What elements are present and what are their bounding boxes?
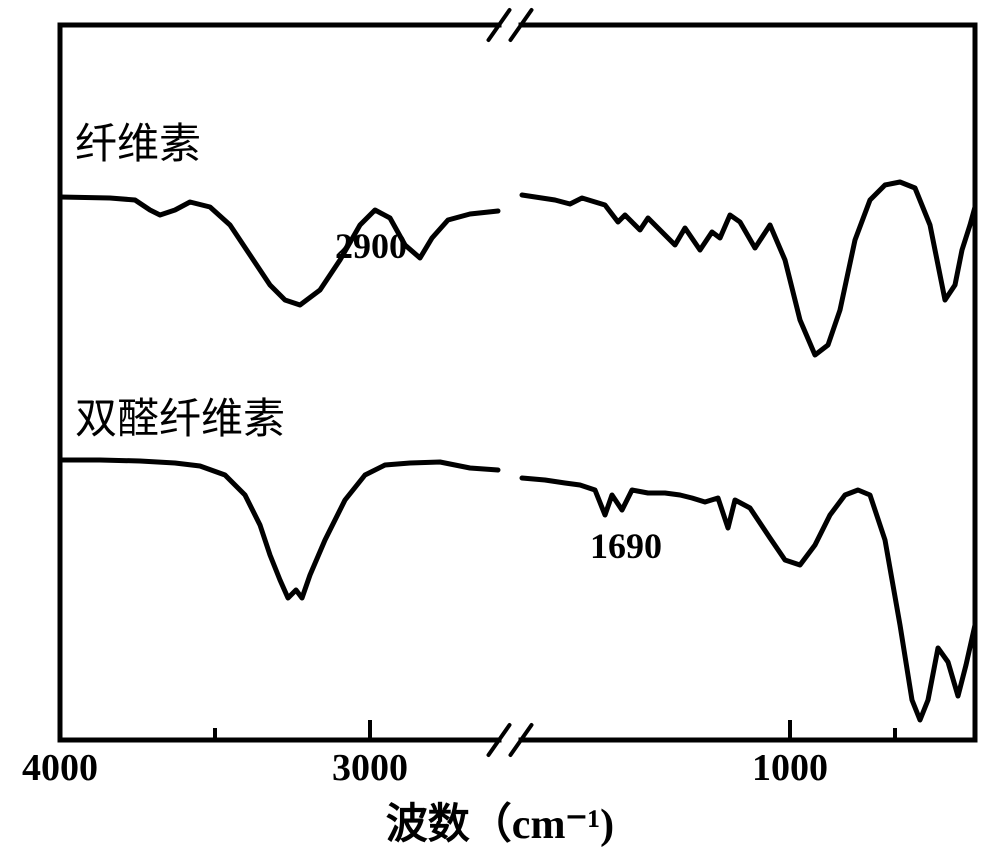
x-axis-label: 波数（cm⁻¹) xyxy=(0,790,1000,851)
chart-container: 4000 3000 1000 波数（cm⁻¹) 纤维素 2900 双醛纤维素 1690 xyxy=(0,0,1000,849)
peak-label: 1690 xyxy=(590,525,662,567)
peak-label: 2900 xyxy=(335,225,407,267)
series-label: 双醛纤维素 xyxy=(75,385,285,446)
series-label: 纤维素 xyxy=(75,110,201,171)
x-tick-label: 1000 xyxy=(730,746,850,790)
spectrum-line xyxy=(60,460,975,720)
x-tick-label: 3000 xyxy=(310,746,430,790)
x-tick-label: 4000 xyxy=(0,746,120,790)
spectrum-line xyxy=(60,182,975,355)
